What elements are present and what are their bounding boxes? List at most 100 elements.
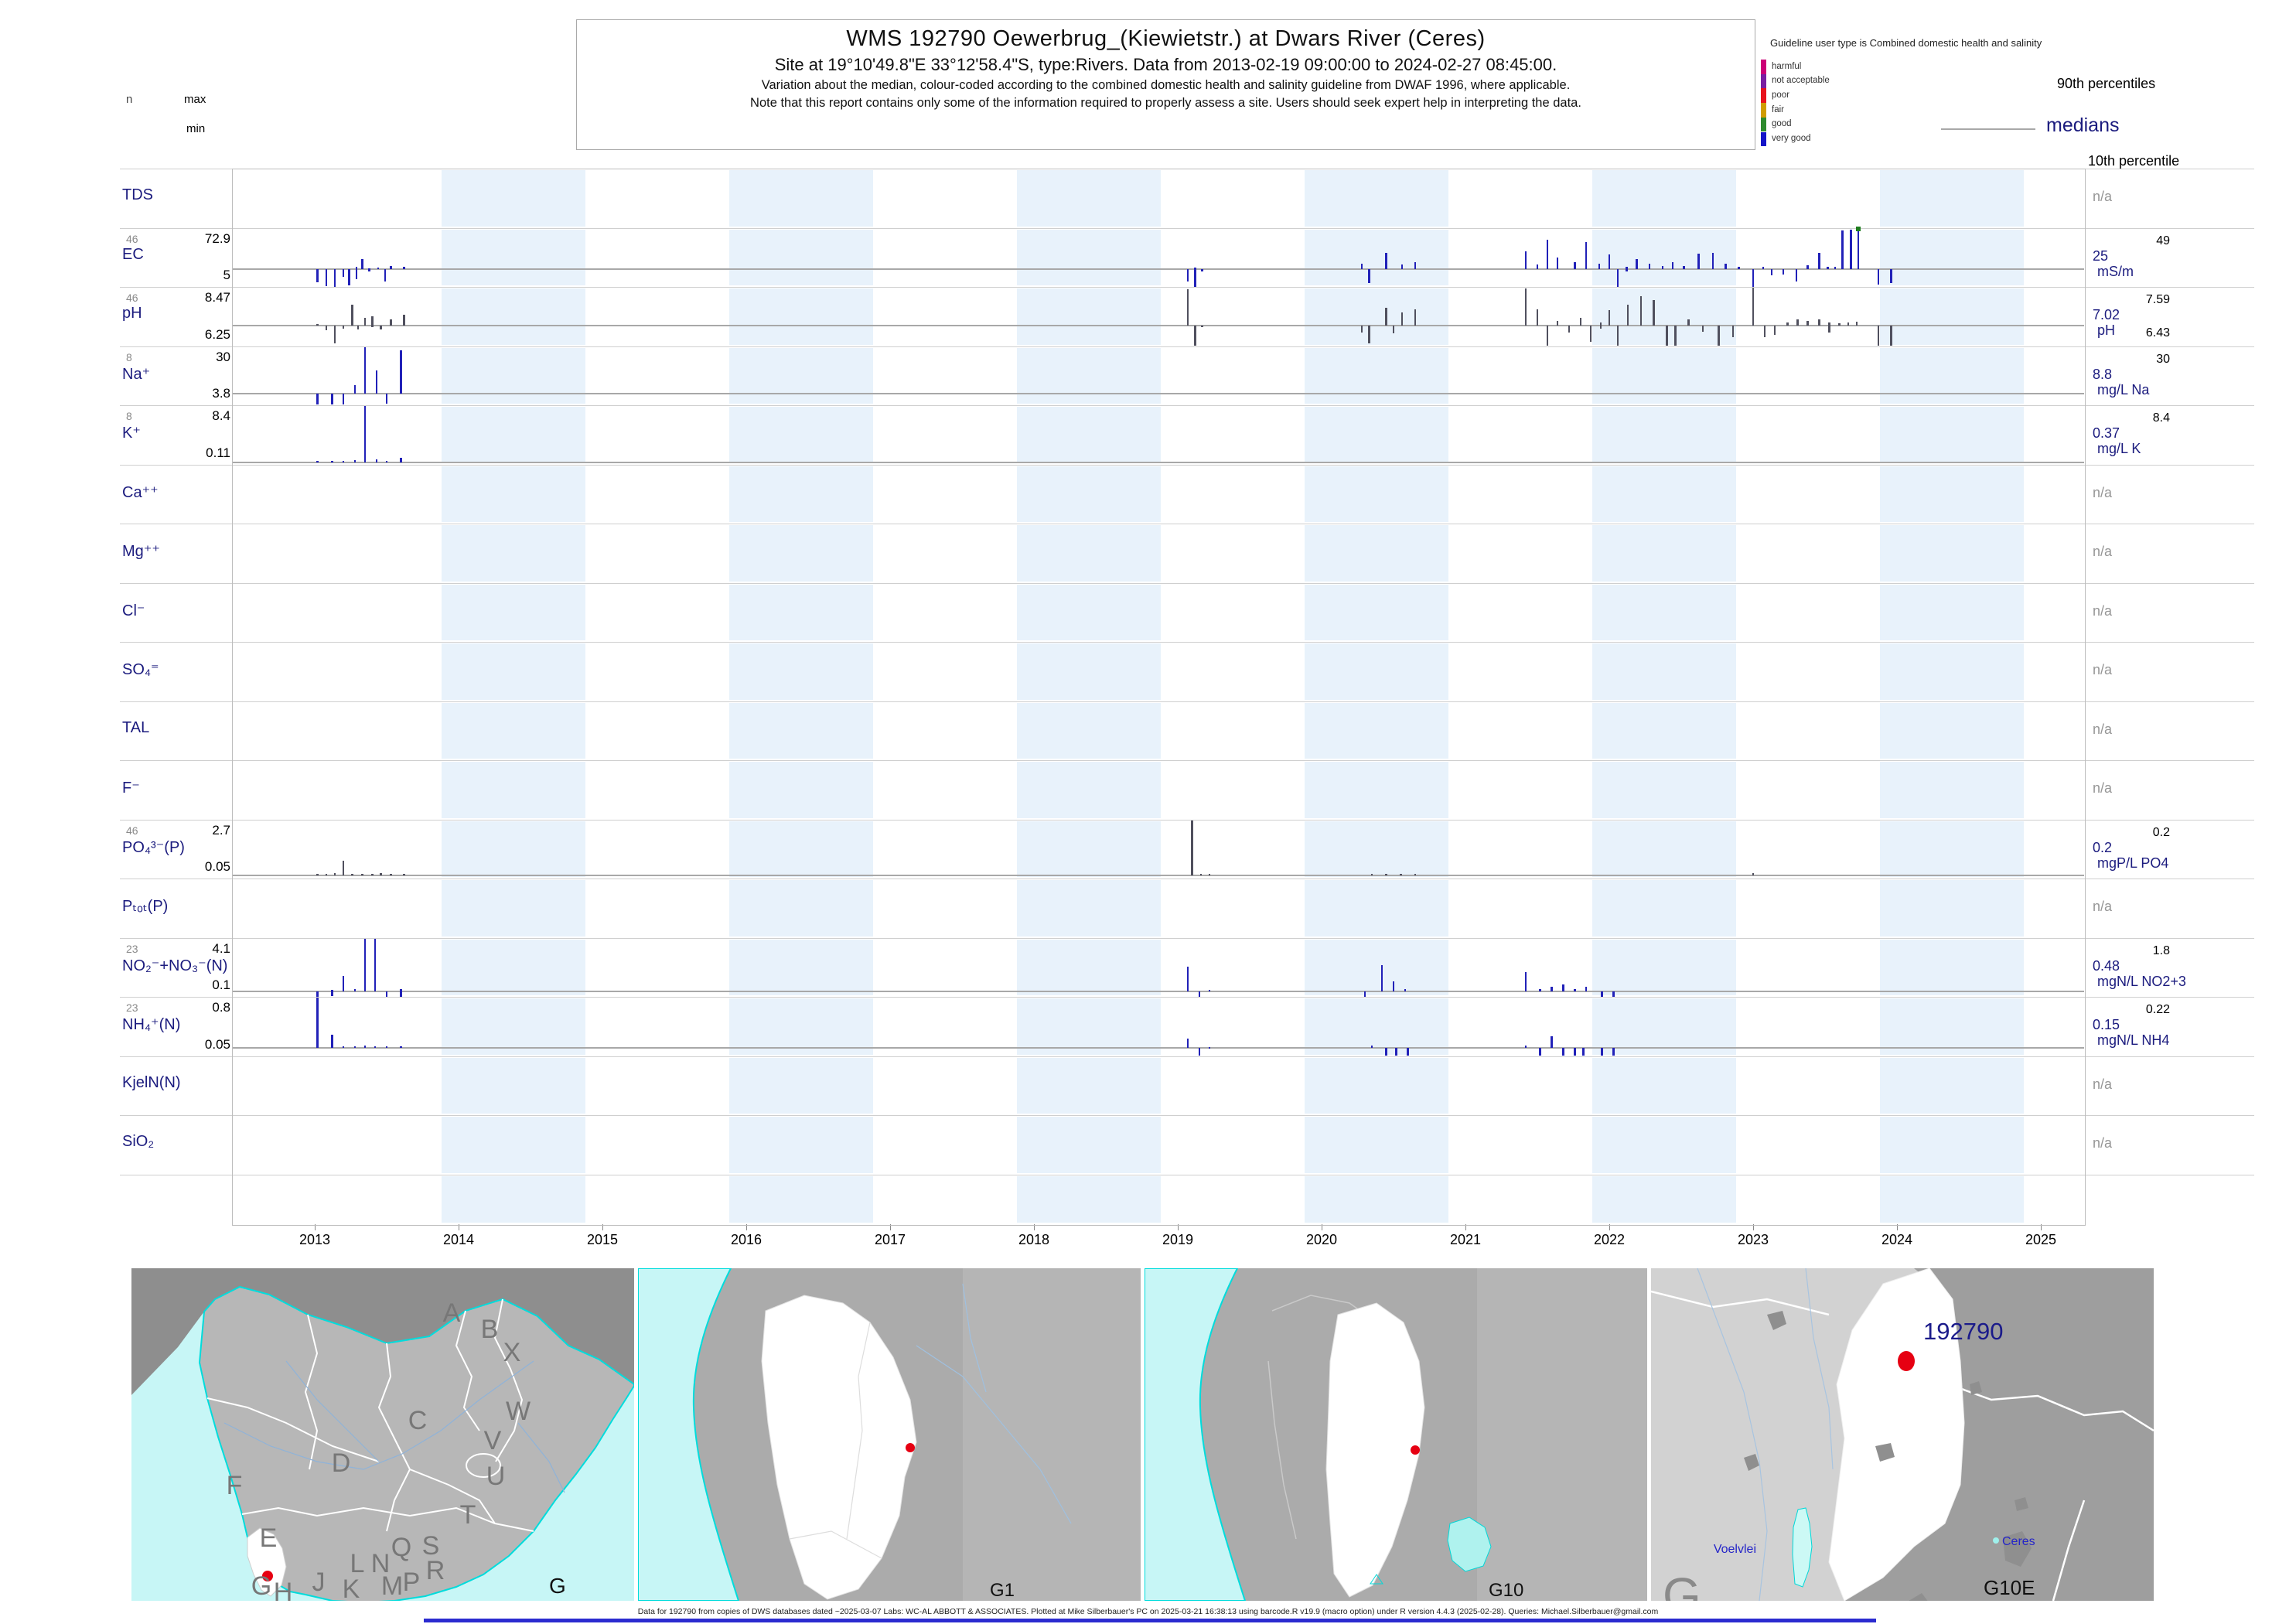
sample-bar: [331, 990, 333, 996]
sample-bar: [333, 269, 336, 287]
min-value: 5: [223, 268, 230, 282]
param-label: PO₄³⁻(P): [122, 838, 185, 856]
stats-col-header-max: max: [184, 93, 206, 106]
row-separator: [120, 346, 2254, 347]
stat-na: n/a: [2093, 721, 2113, 737]
row-separator: [120, 819, 2254, 821]
sample-bar: [353, 1046, 357, 1049]
panel-label: G10E: [1984, 1576, 2035, 1599]
p90-value: 0.22: [2145, 1003, 2170, 1016]
param-label: Mg⁺⁺: [122, 543, 160, 561]
param-label: SO₄⁼: [122, 661, 159, 679]
year-stripe: [441, 1175, 585, 1223]
sample-bar: [1661, 265, 1664, 270]
sample-bar: [1380, 965, 1383, 991]
axis-tick: [1753, 1224, 1754, 1230]
sample-bar: [1368, 269, 1370, 284]
param-label: EC: [122, 245, 144, 263]
row-separator: [120, 227, 2254, 229]
region-letter: Q: [391, 1533, 411, 1562]
year-stripe: [1592, 702, 1736, 759]
map-panel-g10e-detail: 192790 Voelvlei Ceres G G10E: [1651, 1268, 2154, 1601]
sample-bar: [1598, 263, 1601, 270]
year-stripe: [441, 702, 585, 759]
sample-bar: [1616, 325, 1619, 346]
stat-na: n/a: [2093, 484, 2113, 500]
year-stripe: [728, 288, 873, 345]
axis-tick: [890, 1224, 891, 1230]
sample-bar: [377, 268, 380, 270]
year-stripe: [1016, 288, 1161, 345]
sample-bar: [351, 874, 353, 876]
sample-bar: [342, 269, 345, 277]
year-stripe: [1016, 880, 1161, 937]
median-value: 0.2: [2093, 839, 2113, 855]
sample-bar: [400, 350, 402, 394]
sample-count: 46: [126, 824, 138, 837]
sample-bar: [1786, 322, 1789, 326]
stat-na: n/a: [2093, 1076, 2113, 1092]
axis-year-label: 2022: [1593, 1232, 1626, 1247]
sample-bar: [400, 989, 402, 997]
sample-bar: [1208, 874, 1211, 876]
sample-bar: [1795, 269, 1798, 281]
year-stripe: [728, 466, 873, 522]
guideline-category-label: harmful: [1772, 61, 1802, 71]
axis-tick: [315, 1224, 316, 1230]
param-label: pH: [122, 305, 142, 322]
sample-bar: [1368, 325, 1370, 343]
sample-bar: [353, 384, 357, 394]
year-stripe: [1592, 1175, 1736, 1223]
sample-bar: [1697, 253, 1700, 270]
region-letter: X: [503, 1338, 521, 1367]
sample-bar: [1763, 325, 1766, 338]
year-stripe: [1592, 1117, 1736, 1173]
big-region-letter: G: [1663, 1568, 1701, 1601]
note-variation: Variation about the median, colour-coded…: [761, 78, 1571, 92]
year-stripe: [728, 762, 873, 818]
stat-na: n/a: [2093, 1135, 2113, 1151]
subcatchment-borders: [789, 1322, 882, 1559]
region-g-highlight: [247, 1527, 287, 1597]
site-marker: [906, 1443, 915, 1452]
axis-tick: [1609, 1224, 1610, 1230]
year-stripe: [441, 821, 585, 877]
dam-lake: [1447, 1517, 1492, 1572]
sample-bar: [1363, 991, 1366, 997]
median-line: [232, 462, 2084, 464]
sample-bar: [348, 269, 350, 286]
sample-bar: [325, 874, 328, 876]
sample-bar: [1201, 269, 1203, 272]
sample-bar: [333, 325, 336, 343]
year-stripe: [1304, 998, 1448, 1055]
param-label: SiO₂: [122, 1133, 155, 1151]
sample-count: 8: [126, 350, 132, 363]
sample-bar: [1877, 325, 1880, 346]
sample-bar: [1414, 309, 1417, 326]
year-stripe: [1304, 939, 1448, 995]
year-stripe: [1304, 1117, 1448, 1173]
site-marker: [262, 1571, 273, 1581]
sample-bar: [1762, 266, 1765, 270]
axis-year-label: 2018: [1018, 1232, 1050, 1247]
max-value: 0.8: [212, 1000, 230, 1015]
sample-bar: [1589, 325, 1592, 343]
sample-bar: [385, 394, 388, 404]
param-label: TDS: [122, 186, 153, 204]
axis-year-label: 2013: [299, 1232, 331, 1247]
guideline-color-swatch: [1761, 103, 1766, 118]
param-label: K⁺: [122, 425, 141, 442]
sample-bar: [1838, 322, 1841, 326]
year-stripe: [441, 1057, 585, 1114]
sample-bar: [355, 267, 358, 280]
sample-bar: [1841, 230, 1844, 270]
region-letter: S: [422, 1531, 440, 1561]
year-stripe: [1879, 407, 2024, 463]
max-value: 2.7: [212, 822, 230, 838]
sample-bar: [331, 394, 333, 405]
year-stripe: [1879, 762, 2024, 818]
p90-value: 30: [2156, 352, 2170, 366]
axis-year-label: 2014: [442, 1232, 475, 1247]
sample-bar: [1636, 259, 1638, 270]
year-stripe: [441, 229, 585, 285]
